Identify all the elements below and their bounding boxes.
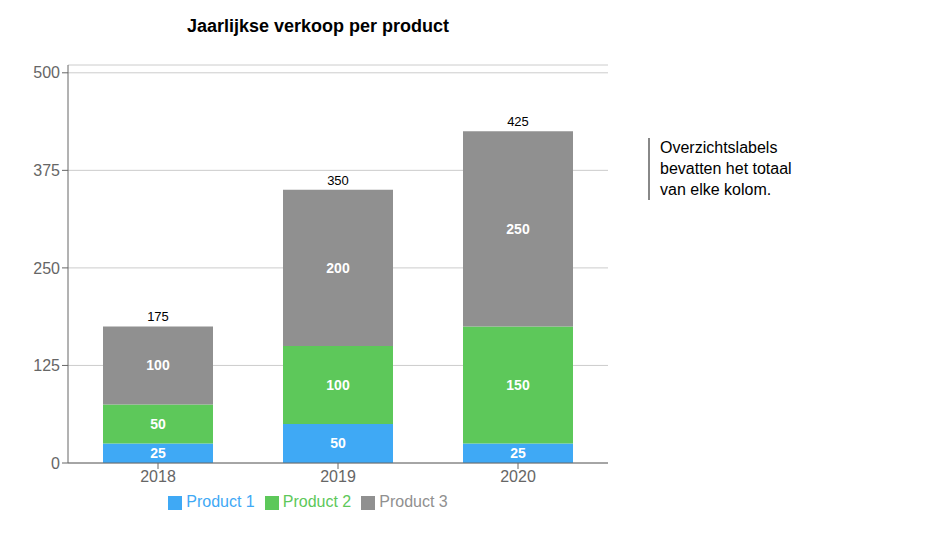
svg-text:425: 425	[507, 114, 529, 129]
svg-text:25: 25	[510, 445, 526, 461]
html-text:Product 1: Product 1	[186, 493, 255, 510]
svg-text:2018: 2018	[140, 468, 176, 485]
html-text:Product 2: Product 2	[282, 493, 352, 510]
svg-text:2020: 2020	[500, 468, 536, 485]
html-text:Product 3: Product 3	[379, 493, 448, 510]
svg-text:200: 200	[326, 260, 350, 276]
svg-text:250: 250	[33, 260, 60, 277]
svg-text:2019: 2019	[320, 468, 356, 485]
svg-text:0: 0	[51, 455, 60, 472]
svg-text:375: 375	[33, 162, 60, 179]
svg-text:500: 500	[33, 64, 60, 81]
html-text:Overzichtslabels bevatten het: Overzichtslabels bevatten het totaal van…	[660, 139, 792, 198]
svg-text:175: 175	[147, 309, 169, 324]
svg-text:25: 25	[150, 445, 166, 461]
svg-text:100: 100	[326, 377, 350, 393]
html-text:Jaarlijkse verkoop per product: Jaarlijkse verkoop per product	[186, 16, 449, 36]
svg-text:150: 150	[506, 377, 530, 393]
svg-text:350: 350	[327, 173, 349, 188]
svg-text:50: 50	[330, 435, 346, 451]
svg-text:50: 50	[150, 416, 166, 432]
svg-text:250: 250	[506, 221, 530, 237]
svg-text:125: 125	[33, 357, 60, 374]
svg-text:100: 100	[146, 357, 170, 373]
